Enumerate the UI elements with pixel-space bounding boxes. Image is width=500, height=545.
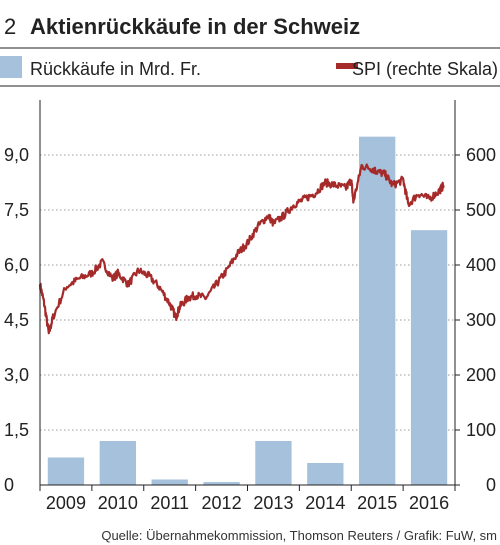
grid-layer	[40, 154, 455, 431]
bar	[255, 441, 292, 485]
y-left-tick-label: 3,0	[4, 365, 29, 385]
y-left-tick-label: 7,5	[4, 200, 29, 220]
y-right-tick-label: 0	[486, 475, 496, 495]
legend-bar-label: Rückkäufe in Mrd. Fr.	[30, 59, 201, 79]
x-tick-label: 2014	[305, 493, 345, 513]
y-left-tick-label: 4,5	[4, 310, 29, 330]
x-tick-label: 2010	[98, 493, 138, 513]
x-tick-label: 2012	[202, 493, 242, 513]
bar	[307, 463, 344, 485]
chart-title: Aktienrückkäufe in der Schweiz	[30, 14, 360, 39]
legend-bar-swatch	[0, 56, 22, 78]
y-left-tick-label: 9,0	[4, 145, 29, 165]
y-right-tick-label: 400	[466, 255, 496, 275]
bar	[359, 136, 396, 485]
bar	[203, 482, 240, 485]
y-left-tick-label: 6,0	[4, 255, 29, 275]
source-note: Quelle: Übernahmekommission, Thomson Reu…	[101, 528, 497, 543]
x-tick-label: 2009	[46, 493, 86, 513]
bar	[151, 479, 188, 485]
x-tick-label: 2013	[253, 493, 293, 513]
line-layer	[38, 163, 445, 335]
tick-layer: 0 1,5 3,0 4,5 6,0 7,5 9,0 0 100 200 300 400 500 600 20…	[4, 100, 496, 513]
y-left-tick-label: 1,5	[4, 420, 29, 440]
bar	[410, 230, 448, 485]
y-left-tick-label: 0	[4, 475, 14, 495]
chart-number: 2	[4, 14, 16, 39]
x-tick-label: 2011	[150, 493, 189, 513]
spi-line	[38, 163, 445, 335]
bar-layer	[47, 136, 448, 485]
legend-line-swatch	[336, 63, 358, 69]
y-right-tick-label: 500	[466, 200, 496, 220]
bar	[47, 457, 85, 485]
legend-line-label: SPI (rechte Skala)	[352, 59, 498, 79]
x-tick-label: 2015	[357, 493, 397, 513]
y-right-tick-label: 300	[466, 310, 496, 330]
y-right-tick-label: 100	[466, 420, 496, 440]
y-right-tick-label: 600	[466, 145, 496, 165]
x-tick-label: 2016	[409, 493, 449, 513]
bar	[99, 441, 136, 485]
y-right-tick-label: 200	[466, 365, 496, 385]
